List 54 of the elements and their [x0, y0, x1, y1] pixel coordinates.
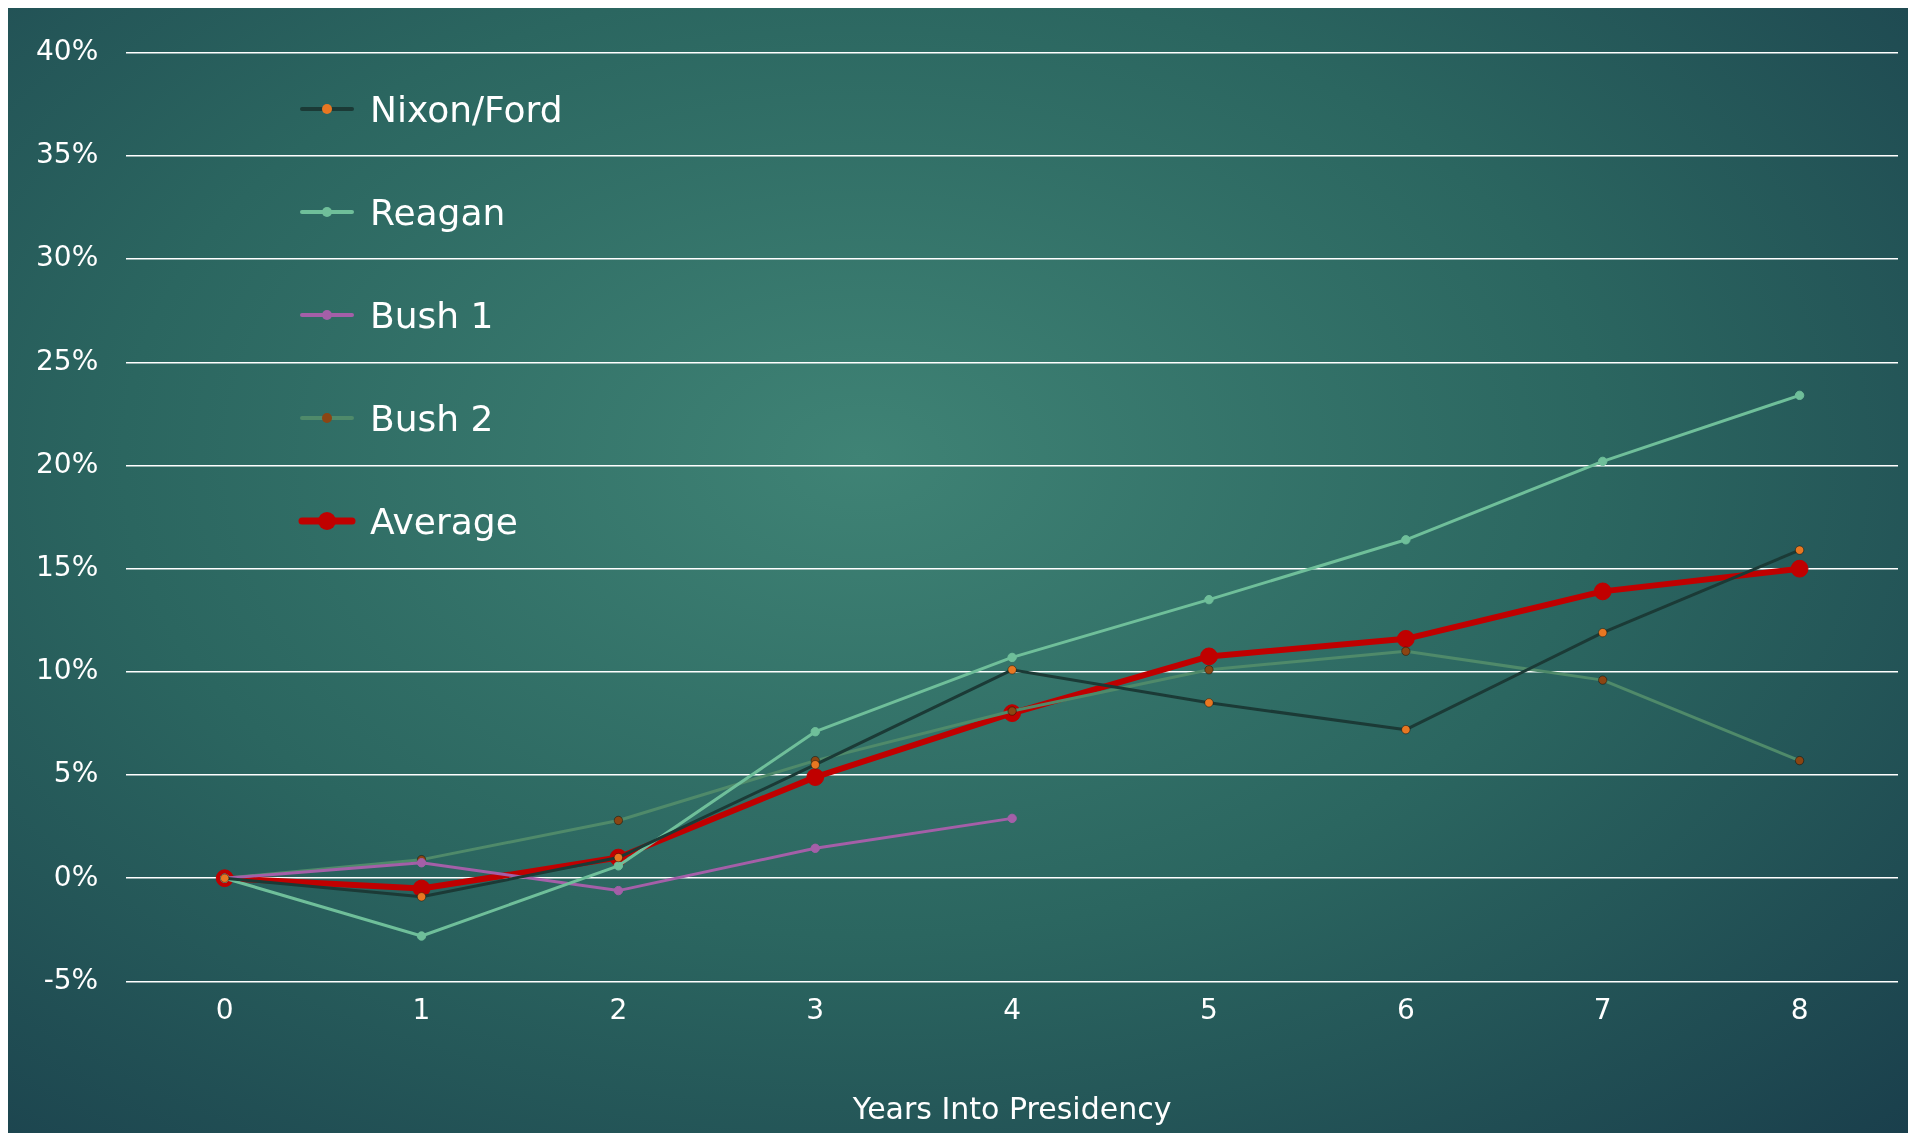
y-tick-label: 5% [53, 756, 99, 790]
point [1007, 665, 1017, 675]
point [613, 815, 624, 826]
point [1598, 675, 1608, 685]
point [1598, 627, 1608, 638]
point [1401, 535, 1411, 545]
point [416, 931, 427, 941]
point [1401, 724, 1411, 735]
y-tick-label: 40% [36, 34, 99, 68]
point [1794, 390, 1805, 401]
x-tick-label: 7 [1593, 993, 1612, 1027]
point [613, 885, 624, 896]
point [1396, 629, 1415, 648]
point [1204, 698, 1214, 708]
point [416, 892, 427, 902]
point [1790, 559, 1809, 578]
y-tick-label: 10% [36, 653, 99, 687]
point [1200, 647, 1218, 666]
legend-label: Bush 2 [370, 397, 494, 439]
legend-label: Average [370, 500, 518, 542]
y-tick-label: 25% [36, 343, 99, 377]
point [1794, 755, 1805, 766]
x-tick-label: 6 [1396, 993, 1415, 1027]
point [810, 760, 820, 770]
x-tick-label: 5 [1200, 993, 1218, 1027]
legend-label: Reagan [370, 191, 506, 233]
point [1593, 582, 1612, 601]
x-tick-label: 8 [1790, 993, 1809, 1027]
y-tick-label: 0% [53, 859, 99, 893]
point [810, 727, 820, 737]
point [810, 843, 820, 853]
point [1007, 652, 1017, 663]
point [806, 768, 825, 787]
point [1204, 665, 1214, 675]
y-tick-label: 35% [36, 137, 99, 171]
y-tick-label: 30% [36, 240, 99, 274]
x-tick-label: 1 [412, 993, 431, 1027]
legend-label: Bush 1 [370, 294, 494, 336]
y-tick-label: 15% [36, 549, 99, 583]
y-tick-label: 20% [36, 446, 99, 480]
y-tick-label: -5% [43, 962, 99, 996]
x-tick-label: 4 [1003, 993, 1022, 1027]
legend-label: Nixon/Ford [370, 88, 563, 130]
point [416, 858, 427, 868]
x-tick-label: 3 [806, 993, 825, 1027]
point [1794, 545, 1805, 555]
point [1401, 646, 1411, 656]
point [1204, 594, 1214, 605]
x-tick-label: 0 [215, 993, 234, 1027]
point [1007, 813, 1017, 824]
point [1598, 456, 1608, 467]
point [613, 861, 624, 871]
x-tick-label: 2 [609, 993, 628, 1027]
x-axis-title: Years Into Presidency [851, 1090, 1172, 1126]
